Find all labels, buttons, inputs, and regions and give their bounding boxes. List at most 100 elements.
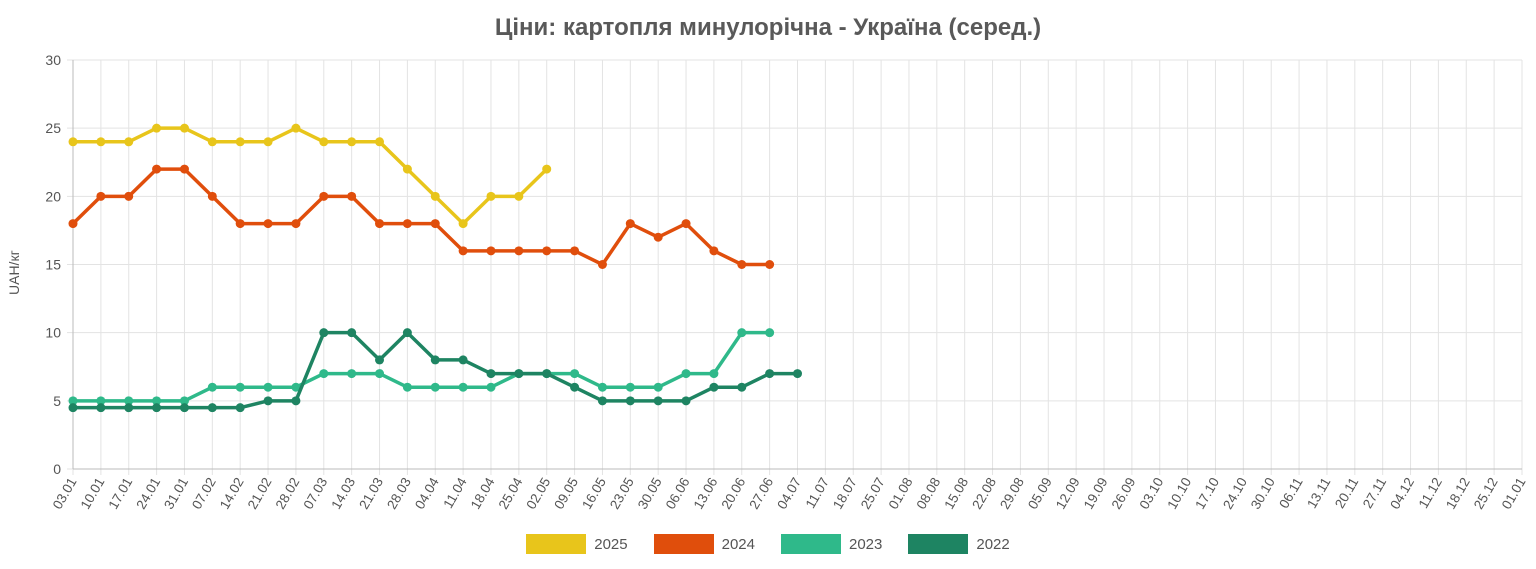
data-point-2024	[291, 219, 301, 229]
data-point-2023	[681, 369, 691, 379]
data-point-2023	[179, 396, 189, 406]
data-point-2022	[793, 369, 802, 379]
x-tick-label: 27.11	[1360, 475, 1389, 511]
data-point-2023	[458, 382, 468, 392]
data-point-2024	[625, 219, 635, 229]
data-point-2025	[179, 123, 189, 133]
y-tick-label: 20	[45, 188, 61, 204]
x-tick-label: 11.04	[440, 475, 470, 511]
legend-label: 2023	[849, 535, 883, 553]
x-tick-label: 03.10	[1136, 475, 1166, 512]
data-point-2022	[291, 396, 301, 406]
x-tick-label: 15.08	[941, 475, 971, 512]
x-tick-label: 09.05	[551, 475, 581, 512]
data-point-2023	[430, 382, 440, 392]
data-point-2022	[737, 382, 747, 392]
x-tick-label: 04.07	[774, 475, 804, 512]
data-point-2022	[235, 403, 245, 413]
x-tick-label: 27.06	[746, 475, 776, 512]
legend-label: 2022	[976, 535, 1010, 553]
x-tick-label: 10.01	[78, 475, 108, 512]
data-point-2025	[263, 137, 273, 147]
x-tick-label: 18.12	[1443, 475, 1473, 512]
data-point-2024	[96, 191, 106, 201]
data-point-2023	[597, 382, 607, 392]
data-point-2024	[458, 246, 468, 256]
data-point-2024	[514, 246, 524, 256]
data-point-2023	[402, 382, 412, 392]
x-tick-label: 08.08	[914, 475, 944, 512]
legend-item-2025[interactable]: 2025	[526, 534, 628, 554]
data-point-2023	[570, 369, 580, 379]
data-point-2022	[207, 403, 217, 413]
data-point-2022	[319, 328, 329, 338]
x-tick-label: 13.06	[691, 475, 721, 512]
x-tick-label: 23.05	[607, 475, 637, 512]
x-tick-label: 28.02	[273, 475, 303, 512]
x-tick-label: 01.01	[1499, 475, 1529, 512]
x-tick-label: 25.07	[858, 475, 888, 512]
data-point-2022	[96, 403, 106, 413]
data-point-2022	[765, 369, 775, 379]
legend-item-2022[interactable]: 2022	[908, 534, 1010, 554]
legend-label: 2024	[721, 535, 755, 553]
data-point-2023	[765, 328, 775, 338]
x-tick-label: 07.02	[189, 475, 219, 512]
series-line-2023	[73, 330, 770, 403]
legend-swatch	[908, 534, 969, 554]
data-point-2022	[375, 355, 385, 365]
data-point-2025	[347, 137, 357, 147]
data-point-2024	[597, 260, 607, 269]
data-point-2025	[514, 191, 524, 201]
data-point-2024	[486, 246, 496, 256]
x-tick-label: 01.08	[886, 475, 916, 512]
x-tick-label: 22.08	[969, 475, 999, 512]
legend-swatch	[781, 534, 841, 554]
x-tick-label: 20.11	[1332, 475, 1361, 511]
data-point-2024	[570, 246, 580, 256]
x-tick-label: 28.03	[384, 475, 414, 512]
data-point-2025	[458, 219, 468, 229]
data-point-2024	[402, 219, 412, 229]
data-point-2024	[681, 219, 691, 229]
legend-item-2024[interactable]: 2024	[653, 534, 755, 554]
data-point-2022	[402, 328, 412, 338]
data-point-2024	[737, 260, 747, 269]
x-tick-label: 06.11	[1276, 475, 1305, 511]
data-point-2025	[542, 164, 552, 174]
y-tick-label: 5	[53, 393, 61, 409]
legend-item-2023[interactable]: 2023	[781, 534, 882, 554]
legend-swatch	[653, 534, 714, 554]
x-tick-label: 16.05	[579, 475, 609, 512]
x-tick-label: 14.03	[328, 475, 358, 512]
x-tick-label: 25.04	[496, 475, 526, 512]
x-tick-label: 14.02	[217, 475, 247, 512]
series-line-2025	[73, 126, 548, 226]
x-tick-label: 18.04	[468, 475, 498, 512]
x-tick-label: 11.07	[803, 475, 832, 511]
x-tick-label: 24.01	[133, 475, 163, 512]
x-tick-label: 25.12	[1471, 475, 1501, 512]
x-tick-label: 04.04	[412, 475, 442, 512]
x-tick-label: 13.11	[1304, 475, 1333, 511]
data-point-2022	[681, 396, 691, 406]
legend-label: 2025	[594, 535, 628, 553]
data-point-2024	[152, 164, 162, 174]
x-tick-label: 20.06	[718, 475, 748, 512]
x-tick-label: 17.01	[105, 475, 135, 512]
data-point-2025	[319, 137, 329, 147]
y-tick-label: 25	[45, 120, 61, 136]
data-point-2023	[375, 369, 385, 379]
x-tick-label: 29.08	[997, 475, 1027, 512]
data-point-2023	[96, 396, 106, 406]
data-point-2022	[124, 403, 134, 413]
data-point-2023	[124, 396, 134, 406]
data-point-2025	[430, 191, 440, 201]
data-point-2024	[653, 232, 663, 242]
data-point-2024	[765, 260, 775, 269]
data-point-2023	[291, 382, 301, 392]
series-line-2024	[71, 167, 770, 267]
x-tick-label: 12.09	[1053, 475, 1083, 512]
data-point-2024	[542, 246, 552, 256]
data-point-2025	[235, 137, 245, 147]
